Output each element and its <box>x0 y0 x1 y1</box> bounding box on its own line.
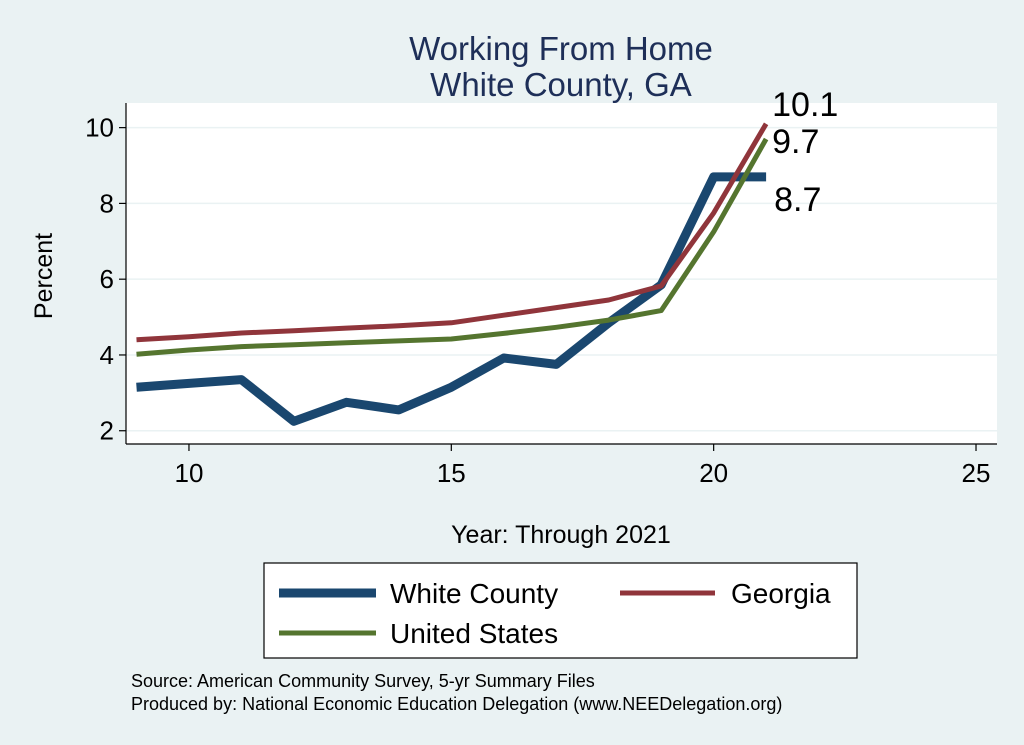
series-line-united-states <box>136 137 769 357</box>
x-tick-label-25: 25 <box>962 458 991 488</box>
y-tick-label-6: 6 <box>100 264 114 294</box>
chart-title-line-1: Working From Home <box>409 30 713 67</box>
x-tick-label-15: 15 <box>437 458 466 488</box>
legend-label-white-county: White County <box>390 578 558 609</box>
end-labels: 8.7 10.19.7 <box>772 86 838 219</box>
legend-box <box>263 562 858 659</box>
x-tick-label-20: 20 <box>699 458 728 488</box>
y-tick-label-2: 2 <box>100 416 114 446</box>
end-label-united-states: 9.7 <box>772 123 819 161</box>
series-line-georgia <box>136 122 769 343</box>
producer-note: Produced by: National Economic Education… <box>131 694 782 714</box>
grid-lines <box>126 126 997 432</box>
y-tick-label-8: 8 <box>100 188 114 218</box>
x-tick-label-10: 10 <box>175 458 204 488</box>
y-axis-title: Percent <box>30 233 58 319</box>
end-label-georgia: 10.1 <box>772 86 838 124</box>
legend-label-united-states: United States <box>390 618 558 649</box>
plot-area <box>126 103 997 444</box>
y-tick-label-10: 10 <box>85 113 114 143</box>
source-note: Source: American Community Survey, 5-yr … <box>131 671 595 691</box>
legend-label-georgia: Georgia <box>731 578 831 609</box>
x-axis-title: Year: Through 2021 <box>451 521 671 549</box>
chart-title-line-2: White County, GA <box>430 66 692 103</box>
legend: White County Georgia United States <box>279 578 831 649</box>
y-tick-label-4: 4 <box>100 340 114 370</box>
series-lines <box>136 122 769 426</box>
end-label-white-county: 8.7 <box>774 181 821 219</box>
axes: 2 4 6 8 10 10 15 20 25 <box>85 103 997 488</box>
